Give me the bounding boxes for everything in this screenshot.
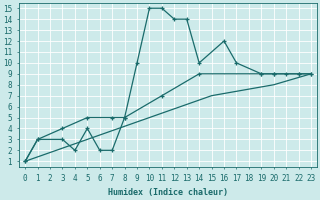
X-axis label: Humidex (Indice chaleur): Humidex (Indice chaleur) xyxy=(108,188,228,197)
